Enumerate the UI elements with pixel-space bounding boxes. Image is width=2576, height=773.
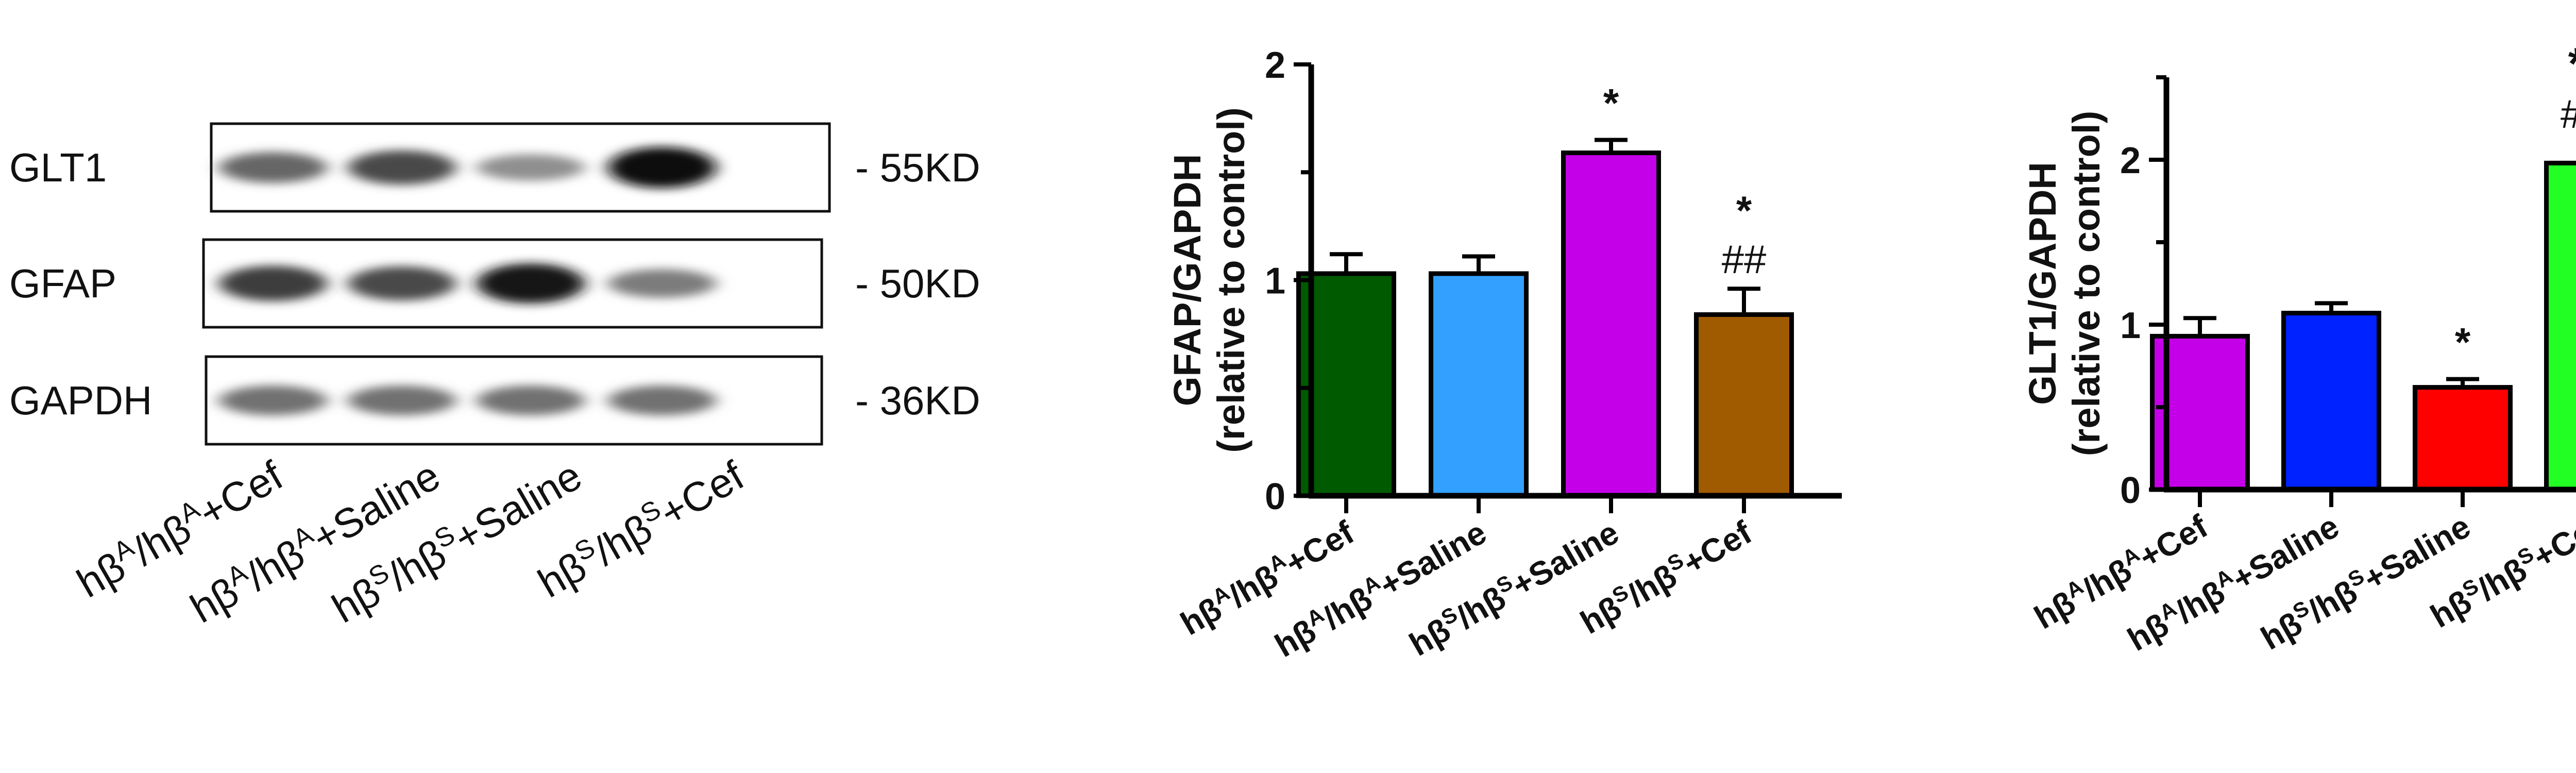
band-gapdh-lane-2 xyxy=(348,385,456,415)
sig-hash-4: ## xyxy=(1722,237,1767,282)
size-label-gapdh: - 36KD xyxy=(855,378,980,423)
size-label-gfap: - 50KD xyxy=(855,261,980,306)
glt1-bar-chart: *###***012hβA/hβA+CefhβA/hβA+SalinehβS/h… xyxy=(2021,39,2576,658)
bar-3 xyxy=(2413,385,2513,492)
band-gfap-lane-3 xyxy=(477,263,585,304)
bar-1 xyxy=(1296,271,1396,498)
y-tick-label-0: 0 xyxy=(1265,476,1285,517)
protein-label-gapdh: GAPDH xyxy=(9,378,152,423)
y-tick-label-0: 0 xyxy=(2120,470,2141,511)
category-label-2: hβA/hβA+Saline xyxy=(2120,506,2345,658)
band-glt1-lane-3 xyxy=(477,154,585,181)
sig-star-3: * xyxy=(2455,320,2471,365)
y-tick-label-1: 1 xyxy=(1265,261,1285,302)
lane-label-3: hβS/hβS+Saline xyxy=(324,450,589,632)
y-axis-subtitle: (relative to control) xyxy=(1210,107,1252,452)
sig-hash-4: ### xyxy=(2561,91,2576,137)
y-axis-title: GLT1/GAPDH xyxy=(2021,162,2064,405)
category-label-3: hβS/hβS+Saline xyxy=(1402,512,1625,663)
band-gapdh-lane-1 xyxy=(219,385,327,415)
band-gfap-lane-1 xyxy=(219,265,327,301)
band-gfap-lane-4 xyxy=(608,269,716,298)
y-tick-label-1: 1 xyxy=(2120,305,2141,346)
lane-label-2: hβA/hβA+Saline xyxy=(182,450,448,632)
bar-3 xyxy=(1561,150,1661,498)
band-glt1-lane-2 xyxy=(348,150,456,185)
band-gapdh-lane-3 xyxy=(477,385,585,415)
band-glt1-lane-4 xyxy=(608,147,716,188)
sig-star-4: *** xyxy=(2568,39,2576,89)
y-axis-subtitle: (relative to control) xyxy=(2065,111,2108,456)
bar-2 xyxy=(1429,271,1529,498)
bar-2 xyxy=(2281,311,2381,492)
protein-label-gfap: GFAP xyxy=(9,261,116,306)
bar-4 xyxy=(2544,160,2576,492)
band-glt1-lane-1 xyxy=(219,152,327,183)
y-tick-label-2: 2 xyxy=(2120,140,2141,181)
size-label-glt1: - 55KD xyxy=(855,145,980,190)
gfap-bar-chart: *##*012hβA/hβA+CefhβA/hβA+SalinehβS/hβS+… xyxy=(1166,45,1842,664)
band-gapdh-lane-4 xyxy=(608,385,716,415)
bar-4 xyxy=(1694,312,1794,498)
category-label-2: hβA/hβA+Saline xyxy=(1267,512,1493,664)
y-axis-title: GFAP/GAPDH xyxy=(1166,154,1209,406)
band-gfap-lane-2 xyxy=(348,266,456,301)
sig-star-3: * xyxy=(1603,80,1619,125)
sig-star-4: * xyxy=(1736,188,1752,233)
protein-label-glt1: GLT1 xyxy=(9,145,107,190)
y-tick-label-2: 2 xyxy=(1265,45,1285,86)
